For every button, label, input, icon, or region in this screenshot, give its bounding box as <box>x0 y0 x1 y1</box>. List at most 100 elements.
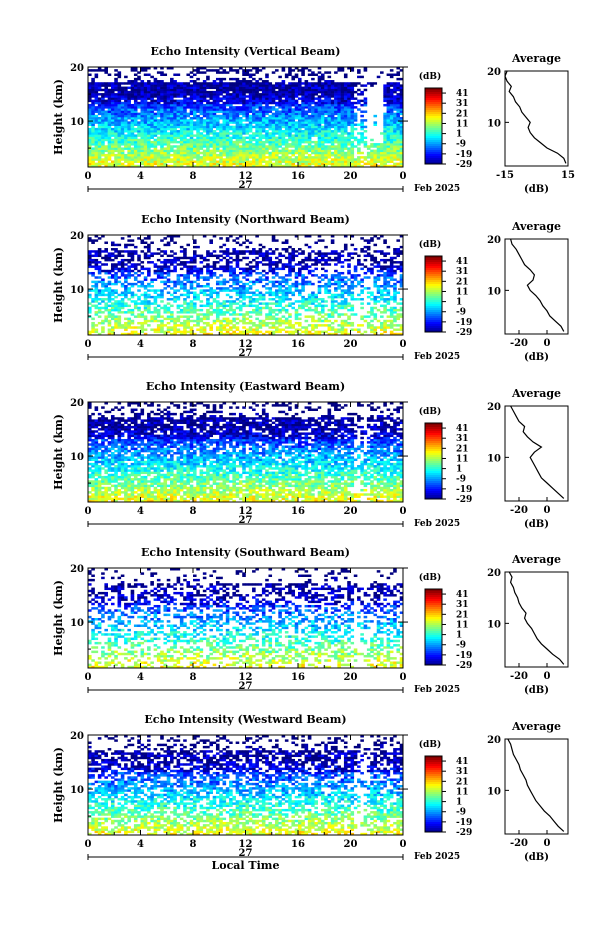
heatmap-cell <box>212 110 217 113</box>
heatmap-cell <box>222 158 227 161</box>
heatmap-cell <box>179 304 184 308</box>
heatmap-cell <box>104 88 108 92</box>
heatmap-cell <box>245 82 250 85</box>
heatmap-cell <box>219 326 223 329</box>
heatmap-cell <box>327 149 332 153</box>
heatmap-cell <box>252 132 256 135</box>
heatmap-cell <box>245 158 250 161</box>
heatmap-cell <box>399 106 404 109</box>
heatmap-cell <box>114 291 118 294</box>
heatmap-cell <box>140 300 145 303</box>
heatmap-cell <box>275 302 279 305</box>
heatmap-cell <box>271 149 276 153</box>
heatmap-cell <box>225 319 230 323</box>
heatmap-cell <box>242 123 246 126</box>
heatmap-cell <box>179 158 184 161</box>
heatmap-cell <box>94 295 99 299</box>
heatmap-cell <box>147 302 151 305</box>
heatmap-cell <box>140 69 145 72</box>
heatmap-cell <box>110 106 115 109</box>
heatmap-cell <box>284 86 289 90</box>
heatmap-cell <box>173 80 177 83</box>
heatmap-cell <box>127 250 131 253</box>
heatmap-cell <box>278 143 282 146</box>
heatmap-cell <box>229 308 233 312</box>
heatmap-cell <box>91 265 95 268</box>
heatmap-cell <box>150 101 154 105</box>
heatmap-cell <box>97 149 102 153</box>
heatmap-cell <box>353 97 358 100</box>
heatmap-cell <box>110 97 115 100</box>
heatmap-cell <box>133 138 138 142</box>
heatmap-cell <box>150 86 154 90</box>
heatmap-cell <box>275 143 279 146</box>
heatmap-cell <box>255 265 259 268</box>
heatmap-cell <box>133 164 138 168</box>
heatmap-cell <box>147 324 151 327</box>
heatmap-cell <box>133 114 138 118</box>
heatmap-cell <box>202 136 207 140</box>
heatmap-cell <box>193 112 197 116</box>
heatmap-cell <box>396 132 401 135</box>
heatmap-cell <box>242 271 246 275</box>
heatmap-cell <box>147 114 151 118</box>
heatmap-cell <box>130 319 135 323</box>
heatmap-cell <box>163 261 168 264</box>
heatmap-cell <box>235 145 240 148</box>
heatmap-cell <box>366 160 371 163</box>
heatmap-cell <box>94 121 99 124</box>
heatmap-cell <box>104 248 108 251</box>
heatmap-cell <box>301 158 305 161</box>
heatmap-cell <box>311 86 315 90</box>
heatmap-cell <box>314 88 318 92</box>
heatmap-cell <box>275 291 279 294</box>
heatmap-cell <box>170 158 174 161</box>
heatmap-cell <box>160 84 164 87</box>
heatmap-cell <box>143 99 148 103</box>
heatmap-cell <box>156 267 161 271</box>
heatmap-cell <box>215 84 220 87</box>
heatmap-cell <box>170 261 174 264</box>
heatmap-cell <box>153 88 158 92</box>
heatmap-cell <box>376 147 381 150</box>
heatmap-cell <box>186 156 191 159</box>
heatmap-cell <box>114 300 118 303</box>
heatmap-cell <box>275 160 279 163</box>
heatmap-cell <box>150 158 154 161</box>
heatmap-cell <box>215 93 220 96</box>
heatmap-cell <box>268 151 273 155</box>
heatmap-cell <box>104 298 108 301</box>
heatmap-cell <box>97 293 102 297</box>
heatmap-cell <box>170 153 174 157</box>
heatmap-cell <box>353 136 358 140</box>
heatmap-cell <box>399 153 404 157</box>
heatmap-cell <box>258 147 263 150</box>
heatmap-cell <box>393 138 397 142</box>
heatmap-cell <box>199 95 204 98</box>
heatmap-cell <box>170 280 174 284</box>
heatmap-cell <box>104 90 108 94</box>
heatmap-cell <box>229 332 233 336</box>
heatmap-cell <box>396 130 401 133</box>
heatmap-cell <box>202 86 207 90</box>
heatmap-cell <box>114 160 118 163</box>
heatmap-cell <box>91 101 95 105</box>
heatmap-cell <box>215 156 220 159</box>
heatmap-cell <box>245 103 250 107</box>
heatmap-cell <box>137 123 141 126</box>
heatmap-cell <box>255 326 259 329</box>
heatmap-cell <box>330 158 335 161</box>
heatmap-cell <box>186 274 191 277</box>
heatmap-cell <box>150 84 154 87</box>
heatmap-cell <box>235 158 240 161</box>
heatmap-cell <box>229 86 233 90</box>
heatmap-cell <box>255 86 259 90</box>
heatmap-cell <box>242 330 246 334</box>
heatmap-cell <box>124 93 128 96</box>
heatmap-cell <box>160 121 164 124</box>
heatmap-cell <box>110 289 115 292</box>
heatmap-cell <box>120 293 125 297</box>
heatmap-cell <box>255 306 259 310</box>
heatmap-cell <box>186 114 191 118</box>
heatmap-cell <box>199 84 204 87</box>
